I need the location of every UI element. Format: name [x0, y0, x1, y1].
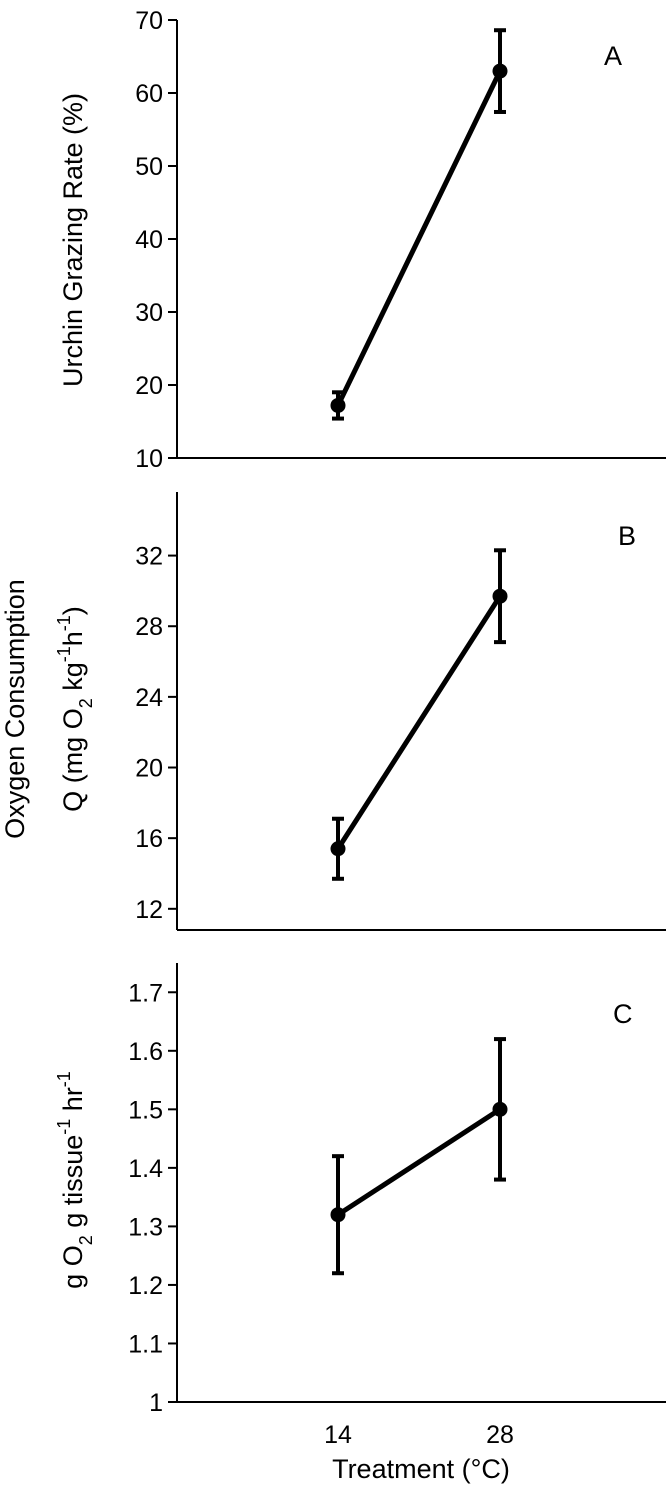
panel-c-x-label: Treatment (°C): [332, 1454, 510, 1484]
panel-c-y-label-sup1: -1: [54, 1119, 74, 1135]
panel-a-y-ticks: 10 20 30 40 50 60 70: [135, 7, 177, 473]
panel-a-letter: A: [604, 41, 622, 71]
panel-c: 1 1.1 1.2 1.3 1.4 1.5 1.6 1.7 14 28 C g O2 g tis…: [54, 963, 666, 1484]
panel-b-y-ticks: 12 16 20 24 28 32: [135, 543, 177, 924]
panel-c-y-tick-label: 1.6: [128, 1038, 163, 1066]
panel-c-y-tick-label: 1.2: [128, 1272, 163, 1300]
panel-c-y-tick-label: 1.4: [128, 1155, 163, 1183]
panel-b-series-line: [335, 594, 503, 851]
panel-b-y-label-mid: kg: [58, 662, 88, 698]
panel-c-y-ticks: 1 1.1 1.2 1.3 1.4 1.5 1.6 1.7: [128, 979, 177, 1417]
panel-c-y-tick-label: 1.5: [128, 1096, 163, 1124]
panel-b-y-tick-label: 12: [135, 896, 163, 924]
panel-c-x-tick-label: 14: [324, 1421, 352, 1449]
panel-c-y-label-mid: g tissue: [58, 1135, 88, 1236]
panel-b-y-label-line2: Q (mg O2 kg-1h-1): [54, 606, 96, 812]
panel-b-y-label-mid2: h: [58, 631, 88, 646]
panel-b-data-point: [492, 588, 508, 604]
panel-b-y-label-post: ): [58, 606, 88, 615]
panel-a-y-tick-label: 50: [135, 153, 163, 181]
panel-c-y-label-mid2: hr: [58, 1087, 88, 1119]
panel-c-letter: C: [613, 999, 633, 1029]
panel-c-y-label-pre: g O: [58, 1245, 88, 1289]
panel-c-y-tick-label: 1.7: [128, 979, 163, 1007]
panel-c-y-label: g O2 g tissue-1 hr-1: [54, 1071, 96, 1289]
panel-b-y-label-line1: Oxygen Consumption: [0, 579, 30, 839]
panel-c-data-point: [330, 1207, 346, 1223]
panel-c-y-label-sub: 2: [76, 1235, 96, 1245]
panel-b-y-label-sub: 2: [76, 698, 96, 708]
panel-b-y-tick-label: 28: [135, 613, 163, 641]
panel-c-x-tick-label: 28: [486, 1421, 514, 1449]
panel-a: 10 20 30 40 50 60 70 A Urchin Grazing Rate (%): [58, 7, 666, 473]
panel-b-y-tick-label: 32: [135, 543, 163, 571]
panel-b: 12 16 20 24 28 32 B Oxygen Consumption Q (mg …: [0, 492, 666, 931]
panel-c-data-point: [492, 1101, 508, 1117]
panel-a-y-tick-label: 70: [135, 7, 163, 35]
panel-b-series: [330, 548, 508, 881]
panel-a-y-tick-label: 20: [135, 372, 163, 400]
panel-c-y-label-sup2: -1: [54, 1071, 74, 1087]
panel-b-y-tick-label: 24: [135, 684, 163, 712]
panel-a-data-point: [330, 397, 346, 413]
panel-c-x-ticks: 14 28: [324, 1421, 514, 1449]
panel-a-y-tick-label: 60: [135, 80, 163, 108]
panel-a-y-tick-label: 10: [135, 445, 163, 473]
panel-b-letter: B: [618, 521, 636, 551]
panel-c-y-tick-label: 1: [149, 1389, 163, 1417]
panel-b-y-label-sup2: -1: [54, 615, 74, 631]
panel-b-data-point: [330, 841, 346, 857]
panel-c-y-tick-label: 1.3: [128, 1213, 163, 1241]
panel-a-y-label: Urchin Grazing Rate (%): [58, 93, 88, 387]
panel-b-y-label-pre: Q (mg O: [58, 708, 88, 812]
panel-c-series: [330, 1037, 508, 1276]
panel-b-y-tick-label: 16: [135, 825, 163, 853]
panel-a-y-tick-label: 30: [135, 299, 163, 327]
panel-c-y-tick-label: 1.1: [128, 1330, 163, 1358]
panel-a-data-point: [492, 63, 508, 79]
panel-a-y-tick-label: 40: [135, 226, 163, 254]
panel-b-y-label-sup1: -1: [54, 646, 74, 662]
panel-b-y-tick-label: 20: [135, 755, 163, 783]
panel-a-series-line: [335, 70, 503, 407]
panel-a-series: [330, 28, 508, 421]
panel-c-series-line: [336, 1107, 502, 1217]
